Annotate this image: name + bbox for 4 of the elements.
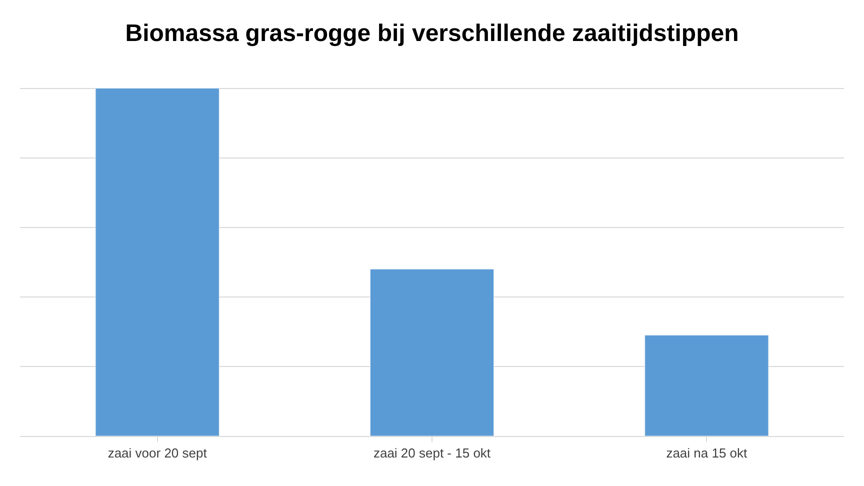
chart-title: Biomassa gras-rogge bij verschillende zaaitijdstippen xyxy=(125,20,739,48)
x-tick-label: zaai 20 sept - 15 okt xyxy=(373,446,491,461)
x-tick-label: zaai voor 20 sept xyxy=(108,446,208,461)
x-tick-label: zaai na 15 okt xyxy=(666,446,748,461)
